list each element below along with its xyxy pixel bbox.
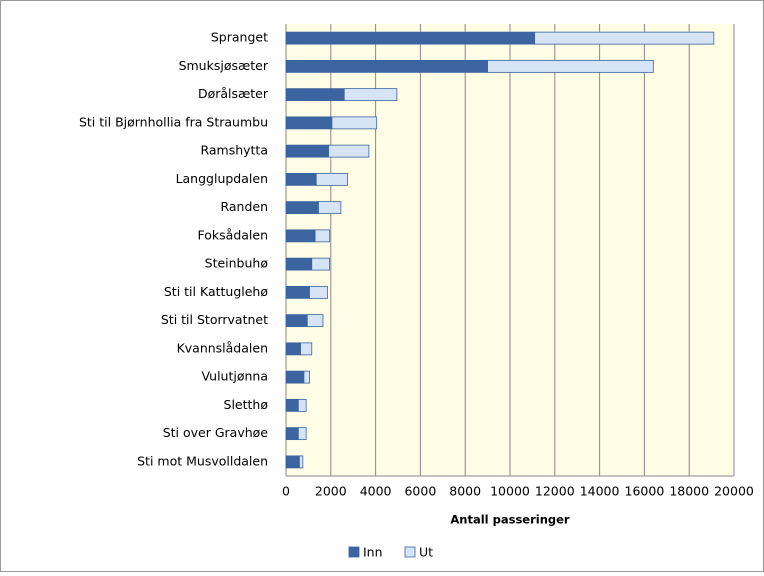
bar (297, 427, 307, 441)
bar (285, 455, 300, 469)
bar (311, 257, 331, 271)
bar (315, 172, 348, 186)
bar (285, 201, 319, 215)
y-tick-label: Sti mot Musvolldalen (137, 453, 268, 468)
x-axis-title: Antall passeringer (450, 513, 570, 527)
bar (318, 201, 342, 215)
x-tick-label: 2000 (315, 484, 347, 499)
x-tick-label: 12000 (535, 484, 575, 499)
bar (285, 370, 305, 384)
y-tick-label: Smuksjøsæter (179, 58, 269, 73)
y-tick-label: Foksådalen (198, 227, 268, 242)
bar (314, 229, 331, 243)
bar (285, 229, 316, 243)
bar (487, 59, 654, 73)
bar (285, 314, 308, 328)
y-tick-label: Langglupdalen (176, 171, 268, 186)
legend-swatch (404, 546, 416, 558)
bar (309, 285, 328, 299)
y-tick-label: Kvannslådalen (177, 340, 268, 355)
x-tick-label: 14000 (580, 484, 620, 499)
y-tick-label: Sti til Storrvatnet (161, 312, 268, 327)
y-tick-label: Sti til Bjørnhollia fra Straumbu (79, 114, 268, 129)
bar (285, 144, 329, 158)
legend-label: Inn (363, 545, 383, 560)
bar (285, 398, 299, 412)
bar (297, 398, 307, 412)
x-tick-label: 20000 (714, 484, 754, 499)
bar (285, 285, 310, 299)
bar (285, 172, 317, 186)
bar (303, 370, 310, 384)
bar (343, 88, 398, 102)
x-tick-label: 8000 (449, 484, 481, 499)
x-tick-label: 6000 (404, 484, 436, 499)
x-tick-label: 16000 (625, 484, 665, 499)
y-tick-label: Ramshytta (200, 143, 268, 158)
bar (306, 314, 324, 328)
legend-swatch (348, 546, 360, 558)
x-tick-label: 0 (282, 484, 290, 499)
y-tick-label: Vulutjønna (201, 369, 268, 384)
y-tick-label: Sti over Gravhøe (163, 425, 269, 440)
y-tick-label: Sletthø (224, 397, 269, 412)
bar (299, 455, 304, 469)
y-tick-label: Sti til Kattuglehø (164, 284, 268, 299)
bar (285, 88, 345, 102)
bar (328, 144, 370, 158)
bar (285, 116, 333, 130)
y-tick-label: Spranget (211, 30, 268, 45)
y-tick-label: Steinbuhø (205, 256, 269, 271)
x-tick-label: 10000 (490, 484, 530, 499)
legend-label: Ut (419, 545, 433, 560)
bar (285, 257, 313, 271)
y-tick-label: Dørålsæter (198, 86, 269, 101)
y-tick-label: Randen (220, 199, 268, 214)
x-tick-label: 4000 (360, 484, 392, 499)
bar (285, 59, 489, 73)
bar (534, 31, 715, 45)
x-tick-label: 18000 (669, 484, 709, 499)
bar (331, 116, 378, 130)
bar (285, 342, 301, 356)
bar (285, 427, 299, 441)
bar (300, 342, 313, 356)
bar (285, 31, 536, 45)
